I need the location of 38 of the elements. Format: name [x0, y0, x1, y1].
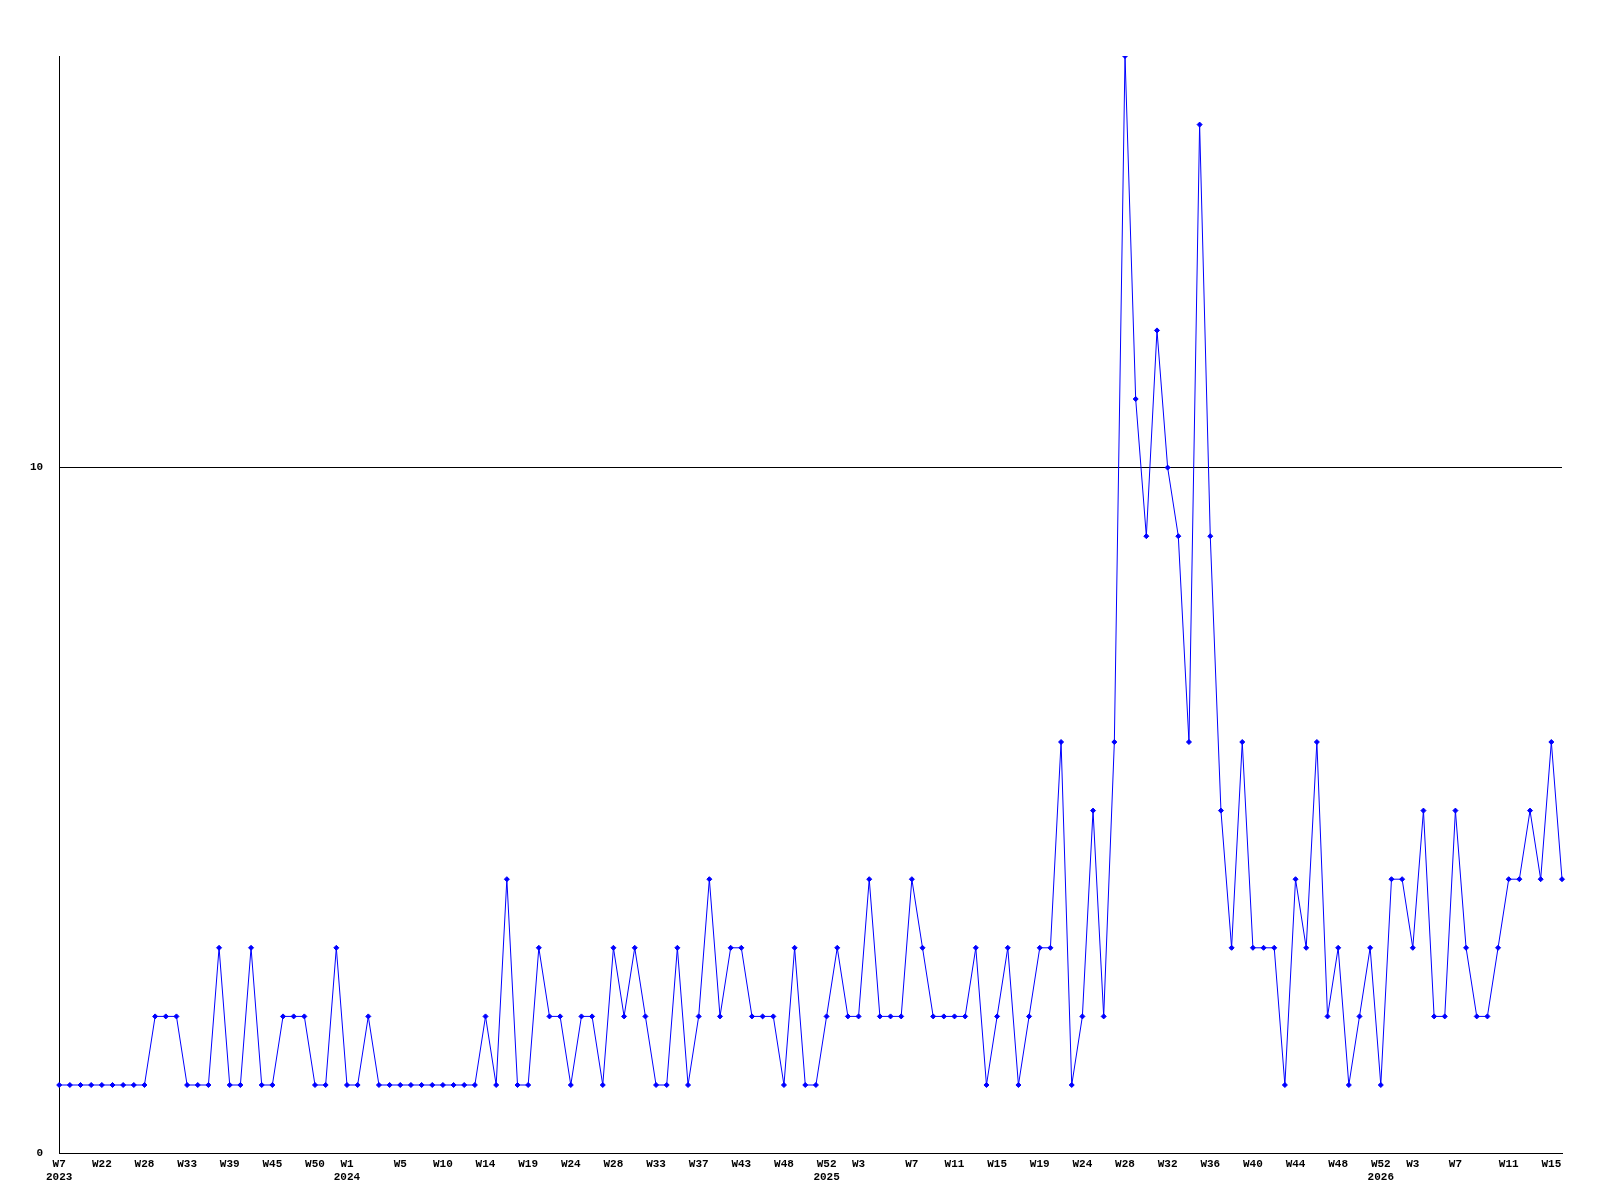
x-tick-label: W19 [518, 1157, 539, 1170]
x-tick-label: W52 2025 [813, 1157, 841, 1184]
x-tick-label: W40 [1243, 1157, 1263, 1170]
x-tick-label: W11 [944, 1157, 965, 1170]
x-tick-label: W15 [1541, 1157, 1562, 1170]
x-tick-label: W3 [1406, 1157, 1420, 1170]
x-tick-label: W3 [851, 1157, 866, 1170]
x-tick-label: W44 [1285, 1157, 1306, 1170]
x-tick-label: W43 [731, 1157, 752, 1170]
x-tick-label: W7 [1448, 1157, 1463, 1170]
y-tick-label: 0 [36, 1147, 44, 1160]
x-tick-label: W37 [688, 1157, 709, 1170]
x-tick-label: W36 [1200, 1157, 1221, 1170]
x-tick-label: W15 [987, 1157, 1008, 1170]
x-tick-label: W28 [603, 1157, 624, 1170]
x-tick-label: W24 [560, 1157, 582, 1170]
x-tick-label: W28 [134, 1157, 155, 1170]
x-tick-label: W5 [393, 1157, 408, 1170]
x-tick-label: W48 [774, 1157, 795, 1170]
x-tick-label: W22 [91, 1157, 112, 1170]
x-tick-label: W33 [177, 1157, 198, 1170]
x-tick-label: W7 2023 [46, 1157, 73, 1184]
x-tick-label: W1 2024 [333, 1157, 361, 1184]
x-tick-label: W19 [1029, 1157, 1050, 1170]
x-tick-label: W10 [432, 1157, 453, 1170]
x-tick-label: W52 2026 [1367, 1157, 1395, 1184]
x-tick-label: W32 [1157, 1157, 1178, 1170]
x-tick-label: W14 [475, 1157, 496, 1170]
x-tick-label: W11 [1498, 1157, 1520, 1170]
x-tick-label: W7 [905, 1157, 919, 1170]
x-tick-label: W39 [219, 1157, 240, 1170]
x-tick-label: W48 [1328, 1157, 1349, 1170]
x-tick-label: W28 [1115, 1157, 1136, 1170]
x-tick-label: W33 [646, 1157, 667, 1170]
x-tick-label: W24 [1072, 1157, 1093, 1170]
x-tick-label: W50 [305, 1157, 325, 1170]
y-tick-label: 10 [30, 461, 44, 474]
x-tick-label: W45 [262, 1157, 283, 1170]
